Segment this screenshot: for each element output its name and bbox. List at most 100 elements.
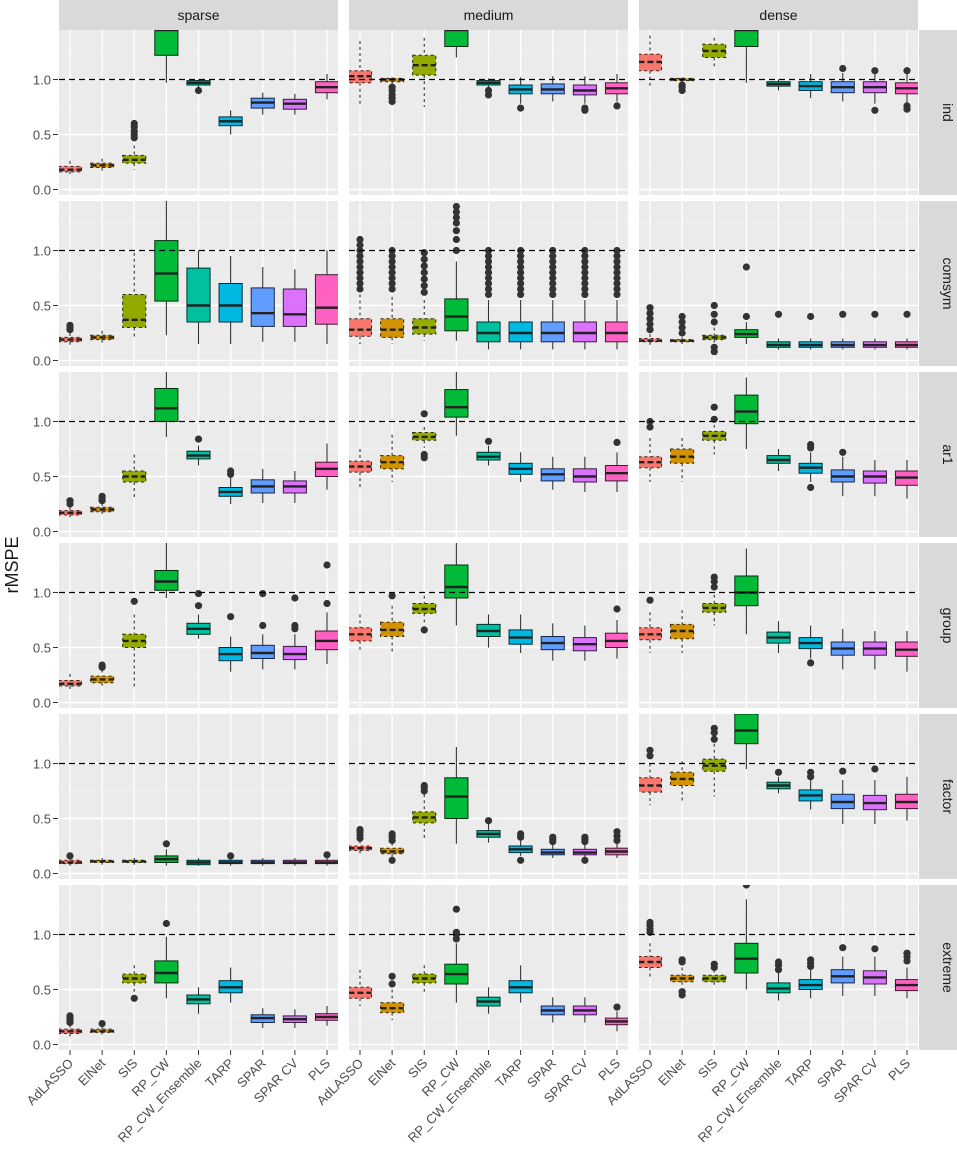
x-tick-label: ElNet <box>365 1055 398 1088</box>
box-RP_CW_Ensemble <box>476 987 501 1014</box>
box-SPAR <box>830 944 855 997</box>
y-tick-label: 0.5 <box>33 299 51 314</box>
outlier-point <box>549 252 557 260</box>
outlier-point <box>66 321 74 329</box>
row-strip-bg <box>919 543 957 708</box>
outlier-point <box>613 252 621 260</box>
y-tick-label: 0.5 <box>33 641 51 656</box>
boxes-group <box>59 543 338 690</box>
box-SIS <box>122 454 147 499</box>
outlier-point <box>484 263 493 271</box>
box-ElNet <box>90 330 115 343</box>
box-AdLASSO <box>639 417 663 482</box>
box-AdLASSO <box>349 825 373 854</box>
outlier-point <box>323 599 331 608</box>
outlier-point <box>581 252 589 260</box>
box-ElNet <box>670 956 695 999</box>
box-SPAR <box>250 267 275 342</box>
box-iqr <box>218 283 243 323</box>
outlier-point <box>839 944 847 952</box>
outlier-point <box>388 268 396 277</box>
box-PLS <box>314 561 338 664</box>
outlier-point <box>420 275 428 283</box>
box-RP_CW_Ensemble <box>186 987 211 1014</box>
y-tick-label: 1.0 <box>33 415 51 430</box>
box-SPAR CV <box>572 76 597 114</box>
outlier-point <box>613 290 621 299</box>
box-iqr <box>444 298 469 332</box>
outlier-point <box>517 830 525 838</box>
outlier-point <box>742 312 750 321</box>
outlier-point <box>678 329 686 337</box>
box-PLS <box>894 67 918 113</box>
x-tick-label: PLS <box>885 1055 913 1083</box>
box-TARP <box>798 312 823 350</box>
box-RP_CW <box>734 548 759 635</box>
box-iqr <box>250 287 275 327</box>
box-iqr <box>444 777 469 819</box>
outlier-point <box>420 262 428 270</box>
outlier-point <box>162 919 170 928</box>
box-TARP <box>798 441 823 492</box>
boxes-group <box>639 548 918 672</box>
box-PLS <box>604 605 628 659</box>
outlier-point <box>581 285 589 293</box>
outlier-point <box>420 781 428 790</box>
y-tick-label: 0.0 <box>33 696 51 711</box>
outlier-point <box>613 268 621 277</box>
outlier-point <box>710 583 718 591</box>
box-RP_CW <box>444 202 469 341</box>
outlier-point <box>839 64 847 73</box>
outlier-point <box>291 594 299 602</box>
box-PLS <box>604 828 628 859</box>
outlier-point <box>98 661 106 669</box>
box-SPAR CV <box>862 765 887 824</box>
outlier-point <box>871 945 879 953</box>
outlier-point <box>710 343 718 351</box>
panel-dense-ind <box>639 30 918 195</box>
y-tick-label: 0.0 <box>33 1038 51 1053</box>
outlier-point <box>613 1003 621 1011</box>
outlier-point <box>323 851 331 859</box>
box-PLS <box>314 1006 338 1026</box>
outlier-point <box>646 309 654 317</box>
box-SPAR <box>250 858 275 866</box>
panel-medium-factor <box>349 714 628 879</box>
box-SIS <box>122 965 147 1002</box>
box-RP_CW_Ensemble <box>476 437 501 466</box>
outlier-point <box>420 626 428 634</box>
outlier-point <box>388 257 396 266</box>
box-iqr <box>282 288 307 327</box>
box-AdLASSO <box>639 746 663 806</box>
box-AdLASSO <box>59 852 83 866</box>
box-AdLASSO <box>59 673 83 690</box>
outlier-point <box>807 956 815 964</box>
row-strip-factor: factor <box>919 714 957 879</box>
box-PLS <box>894 631 918 672</box>
outlier-point <box>710 724 718 732</box>
panel-dense-factor <box>639 714 918 879</box>
box-TARP <box>508 965 533 1003</box>
box-RP_CW <box>154 919 179 999</box>
box-iqr <box>734 394 759 425</box>
outlier-point <box>613 279 621 288</box>
outlier-point <box>807 441 815 449</box>
box-ElNet <box>670 438 695 482</box>
box-RP_CW_Ensemble <box>186 435 211 466</box>
box-SIS <box>702 724 727 797</box>
row-strip-bg <box>919 372 957 537</box>
outlier-point <box>484 86 493 95</box>
boxes-group <box>639 885 918 1001</box>
box-PLS <box>604 438 628 492</box>
box-RP_CW <box>444 30 469 58</box>
box-RP_CW <box>154 201 179 336</box>
box-SPAR CV <box>862 67 887 114</box>
box-RP_CW <box>734 263 759 344</box>
boxes-group <box>59 372 338 518</box>
row-strip-ind: ind <box>919 30 957 195</box>
box-SPAR CV <box>572 456 597 492</box>
box-TARP <box>218 256 243 344</box>
outlier-point <box>227 467 235 475</box>
box-RP_CW <box>154 543 179 598</box>
column-strip-bg <box>639 0 918 30</box>
